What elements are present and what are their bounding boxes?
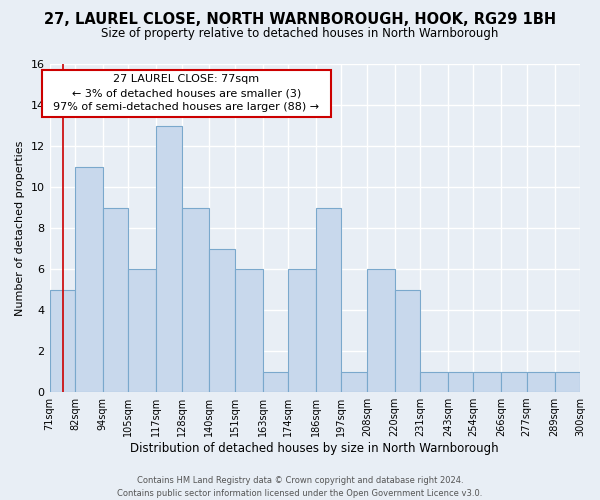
Text: Size of property relative to detached houses in North Warnborough: Size of property relative to detached ho… bbox=[101, 28, 499, 40]
Bar bbox=[527, 372, 554, 392]
Text: Contains HM Land Registry data © Crown copyright and database right 2024.
Contai: Contains HM Land Registry data © Crown c… bbox=[118, 476, 482, 498]
Bar bbox=[288, 269, 316, 392]
Bar bbox=[103, 208, 128, 392]
Bar bbox=[316, 208, 341, 392]
Bar bbox=[501, 372, 527, 392]
Bar bbox=[395, 290, 420, 392]
Bar bbox=[75, 166, 103, 392]
Bar bbox=[341, 372, 367, 392]
Text: 27 LAUREL CLOSE: 77sqm  
  ← 3% of detached houses are smaller (3)  
  97% of se: 27 LAUREL CLOSE: 77sqm ← 3% of detached … bbox=[46, 74, 326, 112]
X-axis label: Distribution of detached houses by size in North Warnborough: Distribution of detached houses by size … bbox=[130, 442, 499, 455]
Bar bbox=[420, 372, 448, 392]
Bar bbox=[156, 126, 182, 392]
Bar bbox=[50, 290, 75, 392]
Bar bbox=[128, 269, 156, 392]
Text: 27, LAUREL CLOSE, NORTH WARNBOROUGH, HOOK, RG29 1BH: 27, LAUREL CLOSE, NORTH WARNBOROUGH, HOO… bbox=[44, 12, 556, 28]
Bar bbox=[367, 269, 395, 392]
Bar bbox=[448, 372, 473, 392]
Bar bbox=[263, 372, 288, 392]
Bar bbox=[182, 208, 209, 392]
Bar bbox=[235, 269, 263, 392]
Bar bbox=[473, 372, 501, 392]
Y-axis label: Number of detached properties: Number of detached properties bbox=[15, 140, 25, 316]
Bar bbox=[209, 248, 235, 392]
Bar bbox=[554, 372, 580, 392]
